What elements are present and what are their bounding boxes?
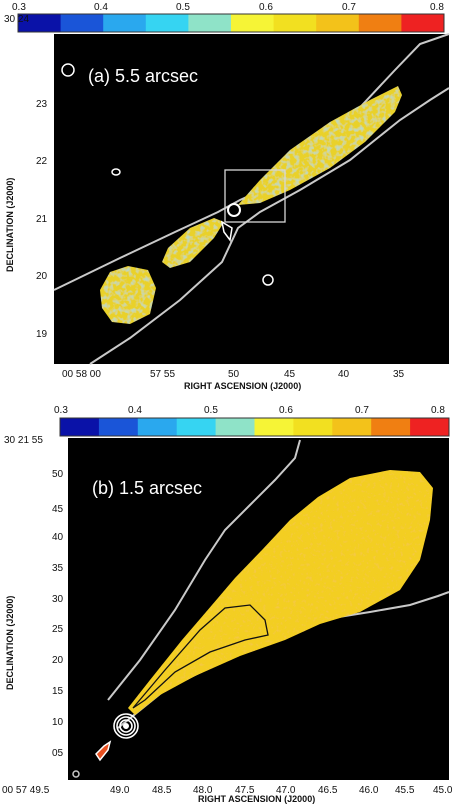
colorbar-a-tick-0: 0.3 xyxy=(12,2,26,13)
cbarA-swatch-0 xyxy=(18,14,62,32)
cbarB-swatch-6 xyxy=(293,418,333,436)
panel-a-ytick-5: 19 xyxy=(36,329,48,340)
panel-b-ytick-3: 40 xyxy=(52,532,64,543)
panel-a-yticks: 30 24 23 22 21 20 19 xyxy=(4,14,48,340)
cbarB-swatch-8 xyxy=(371,418,411,436)
panel-b-ytick-4: 35 xyxy=(52,563,64,574)
panel-b-label: (b) 1.5 arcsec xyxy=(92,478,202,498)
panel-b-ytick-1: 50 xyxy=(52,469,64,480)
colorbar-b-tick-1: 0.4 xyxy=(128,405,142,416)
colorbar-a-tick-3: 0.6 xyxy=(259,2,273,13)
panel-b-ytick-8: 15 xyxy=(52,686,64,697)
core-dot xyxy=(123,723,129,729)
colorbar-b-tick-0: 0.3 xyxy=(54,405,68,416)
cbarA-swatch-9 xyxy=(401,14,445,32)
cbarB-swatch-3 xyxy=(176,418,217,436)
source-contour xyxy=(262,274,274,286)
cbarB-swatch-0 xyxy=(60,418,100,436)
panel-b-xtick-6: 46.5 xyxy=(318,785,338,796)
cbarA-swatch-7 xyxy=(316,14,360,32)
colorbar-b-tick-3: 0.6 xyxy=(279,405,293,416)
cbarB-swatch-9 xyxy=(410,418,450,436)
panel-a-xtick-5: 35 xyxy=(393,369,405,380)
colorbar-b-tick-2: 0.5 xyxy=(204,405,218,416)
core-ring-outer xyxy=(113,713,139,739)
panel-a-emission xyxy=(53,33,450,365)
panel-a-xlabel: RIGHT ASCENSION (J2000) xyxy=(184,381,301,391)
colorbar-a-tick-1: 0.4 xyxy=(94,2,108,13)
cbarA-swatch-5 xyxy=(231,14,275,32)
cbarA-swatch-3 xyxy=(145,14,189,32)
colorbar-b-tick-5: 0.8 xyxy=(431,405,445,416)
counterjet xyxy=(95,740,112,762)
panel-b-emission xyxy=(72,439,450,778)
panel-b-xtick-9: 45.0 xyxy=(433,785,453,796)
cbarA-swatch-4 xyxy=(188,14,232,32)
panel-b-yticks: 30 21 55 50 45 40 35 30 25 20 15 10 05 xyxy=(4,435,64,759)
core-contour xyxy=(227,203,241,217)
cbarA-swatch-6 xyxy=(273,14,317,32)
panel-b-xtick-3: 48.0 xyxy=(193,785,213,796)
panel-a-ytick-4: 20 xyxy=(36,271,48,282)
cbarA-swatch-2 xyxy=(103,14,147,32)
panel-a-label: (a) 5.5 arcsec xyxy=(88,66,198,86)
panel-a-ytick-3: 21 xyxy=(36,214,48,225)
cbarA-swatch-8 xyxy=(358,14,402,32)
panel-a-ytick-0: 30 24 xyxy=(4,14,29,25)
jet-ne-lobe xyxy=(238,86,402,205)
panel-a-xtick-2: 50 xyxy=(228,369,240,380)
colorbar-b-tick-4: 0.7 xyxy=(355,405,369,416)
panel-a-xtick-4: 40 xyxy=(338,369,350,380)
colorbar-a-ticks: 0.3 0.4 0.5 0.6 0.7 0.8 xyxy=(12,2,444,13)
jet-main-lobe xyxy=(128,470,433,715)
panel-b-xtick-8: 45.5 xyxy=(395,785,415,796)
zoom-box xyxy=(224,169,286,223)
cbarB-swatch-4 xyxy=(215,418,255,436)
panel-a-ylabel: DECLINATION (J2000) xyxy=(5,178,15,272)
colorbar-a-tick-5: 0.8 xyxy=(430,2,444,13)
colorbar-b xyxy=(59,417,450,437)
panel-b-ytick-5: 30 xyxy=(52,594,64,605)
cbarB-swatch-2 xyxy=(137,418,178,436)
colorbar-b-ticks: 0.3 0.4 0.5 0.6 0.7 0.8 xyxy=(54,405,445,416)
panel-b-xtick-5: 47.0 xyxy=(276,785,296,796)
cbarA-swatch-1 xyxy=(60,14,104,32)
colorbar-a-tick-4: 0.7 xyxy=(342,2,356,13)
panel-b-xticks: 00 57 49.5 49.0 48.5 48.0 47.5 47.0 46.5… xyxy=(2,785,453,796)
panel-b-xtick-4: 47.5 xyxy=(235,785,255,796)
panel-b-xtick-7: 46.0 xyxy=(359,785,379,796)
cbarB-swatch-1 xyxy=(98,418,139,436)
cbarA-frame xyxy=(17,13,445,33)
colorbar-a-tick-2: 0.5 xyxy=(176,2,190,13)
panel-a-xtick-3: 45 xyxy=(284,369,296,380)
panel-a-xtick-0: 00 58 00 xyxy=(62,369,101,380)
panel-b-ytick-6: 25 xyxy=(52,624,64,635)
jet-sw-blob xyxy=(100,266,156,324)
panel-b-xtick-0: 00 57 49.5 xyxy=(2,785,50,796)
panel-b-ytick-10: 05 xyxy=(52,748,64,759)
panel-a-ytick-2: 22 xyxy=(36,156,48,167)
panel-a-xtick-1: 57 55 xyxy=(150,369,175,380)
colorbar-a xyxy=(17,13,445,33)
panel-b-ylabel: DECLINATION (J2000) xyxy=(5,596,15,690)
cbarB-swatch-5 xyxy=(254,418,294,436)
jet-sw xyxy=(162,218,224,268)
panel-a-ytick-1: 23 xyxy=(36,99,48,110)
panel-b-xtick-1: 49.0 xyxy=(110,785,130,796)
panel-b-ytick-9: 10 xyxy=(52,717,64,728)
panel-b-ytick-0: 30 21 55 xyxy=(4,435,43,446)
cbarB-swatch-7 xyxy=(332,418,372,436)
panel-a-xticks: 00 58 00 57 55 50 45 40 35 xyxy=(62,369,405,380)
panel-b-ytick-7: 20 xyxy=(52,655,64,666)
panel-b-xlabel: RIGHT ASCENSION (J2000) xyxy=(198,794,315,804)
panel-b-xtick-2: 48.5 xyxy=(152,785,172,796)
panel-b-ytick-2: 45 xyxy=(52,504,64,515)
cbarB-frame xyxy=(59,417,450,437)
